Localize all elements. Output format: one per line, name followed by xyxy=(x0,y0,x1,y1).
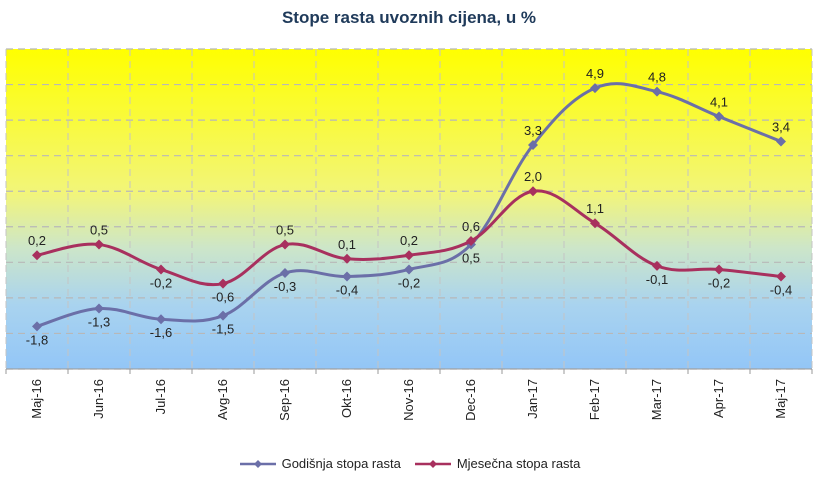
svg-text:0,5: 0,5 xyxy=(276,223,294,238)
svg-text:0,5: 0,5 xyxy=(90,223,108,238)
x-axis xyxy=(5,368,813,374)
line-chart: -1,8 -1,3 -1,6 -1,5 -0,3 -0,4 -0,2 0,5 3,3 4,9 4,8… xyxy=(5,48,813,421)
svg-text:4,8: 4,8 xyxy=(648,70,666,85)
svg-text:3,4: 3,4 xyxy=(772,119,790,134)
legend-line-marker-icon xyxy=(414,459,451,468)
svg-text:Nov-16: Nov-16 xyxy=(401,379,416,421)
svg-text:0,6: 0,6 xyxy=(462,219,480,234)
svg-text:-1,8: -1,8 xyxy=(26,332,48,347)
svg-text:-0,3: -0,3 xyxy=(274,279,296,294)
svg-text:Sep-16: Sep-16 xyxy=(277,379,292,421)
series-lines xyxy=(32,82,786,332)
svg-text:1,1: 1,1 xyxy=(586,201,604,216)
svg-text:-1,6: -1,6 xyxy=(150,325,172,340)
svg-text:0,2: 0,2 xyxy=(28,233,46,248)
legend-item-godisnja: Godišnja stopa rasta xyxy=(238,456,401,471)
svg-text:-1,3: -1,3 xyxy=(88,315,110,330)
plot-area xyxy=(6,49,812,369)
svg-text:Feb-17: Feb-17 xyxy=(587,379,602,420)
svg-text:-0,4: -0,4 xyxy=(336,283,358,298)
chart-title: Stope rasta uvoznih cijena, u % xyxy=(281,8,537,27)
legend-label: Godišnja stopa rasta xyxy=(281,456,401,471)
svg-text:Maj-17: Maj-17 xyxy=(773,379,788,419)
svg-text:0,2: 0,2 xyxy=(400,233,418,248)
svg-text:-0,2: -0,2 xyxy=(708,275,730,290)
svg-text:-1,5: -1,5 xyxy=(212,322,234,337)
svg-text:-0,2: -0,2 xyxy=(150,275,172,290)
svg-text:2,0: 2,0 xyxy=(524,169,542,184)
svg-text:Mar-17: Mar-17 xyxy=(649,379,664,420)
svg-text:-0,1: -0,1 xyxy=(646,272,668,287)
svg-text:Jan-17: Jan-17 xyxy=(525,379,540,419)
svg-text:3,3: 3,3 xyxy=(524,123,542,138)
svg-text:Jul-16: Jul-16 xyxy=(153,379,168,414)
svg-text:Jun-16: Jun-16 xyxy=(91,379,106,419)
svg-text:Dec-16: Dec-16 xyxy=(463,379,478,421)
legend: Godišnja stopa rasta Mjesečna stopa rast… xyxy=(0,456,818,471)
svg-text:-0,2: -0,2 xyxy=(398,275,420,290)
legend-line-marker-icon xyxy=(239,459,276,468)
svg-text:Okt-16: Okt-16 xyxy=(339,379,354,418)
svg-text:Apr-17: Apr-17 xyxy=(711,379,726,418)
svg-text:0,1: 0,1 xyxy=(338,237,356,252)
svg-text:-0,4: -0,4 xyxy=(770,283,792,298)
svg-text:-0,6: -0,6 xyxy=(212,290,234,305)
svg-text:Avg-16: Avg-16 xyxy=(215,379,230,420)
legend-item-mjesecna: Mjesečna stopa rasta xyxy=(413,456,581,471)
svg-text:4,1: 4,1 xyxy=(710,95,728,110)
data-labels: -1,8 -1,3 -1,6 -1,5 -0,3 -0,4 -0,2 0,5 3,3 4,9 4,8… xyxy=(26,66,792,347)
x-tick-labels: Maj-16 Jun-16 Jul-16 Avg-16 Sep-16 Okt-16 Nov-… xyxy=(29,379,788,421)
legend-label: Mjesečna stopa rasta xyxy=(456,456,581,471)
svg-text:4,9: 4,9 xyxy=(586,66,604,81)
svg-text:Maj-16: Maj-16 xyxy=(29,379,44,419)
svg-text:0,5: 0,5 xyxy=(462,251,480,266)
